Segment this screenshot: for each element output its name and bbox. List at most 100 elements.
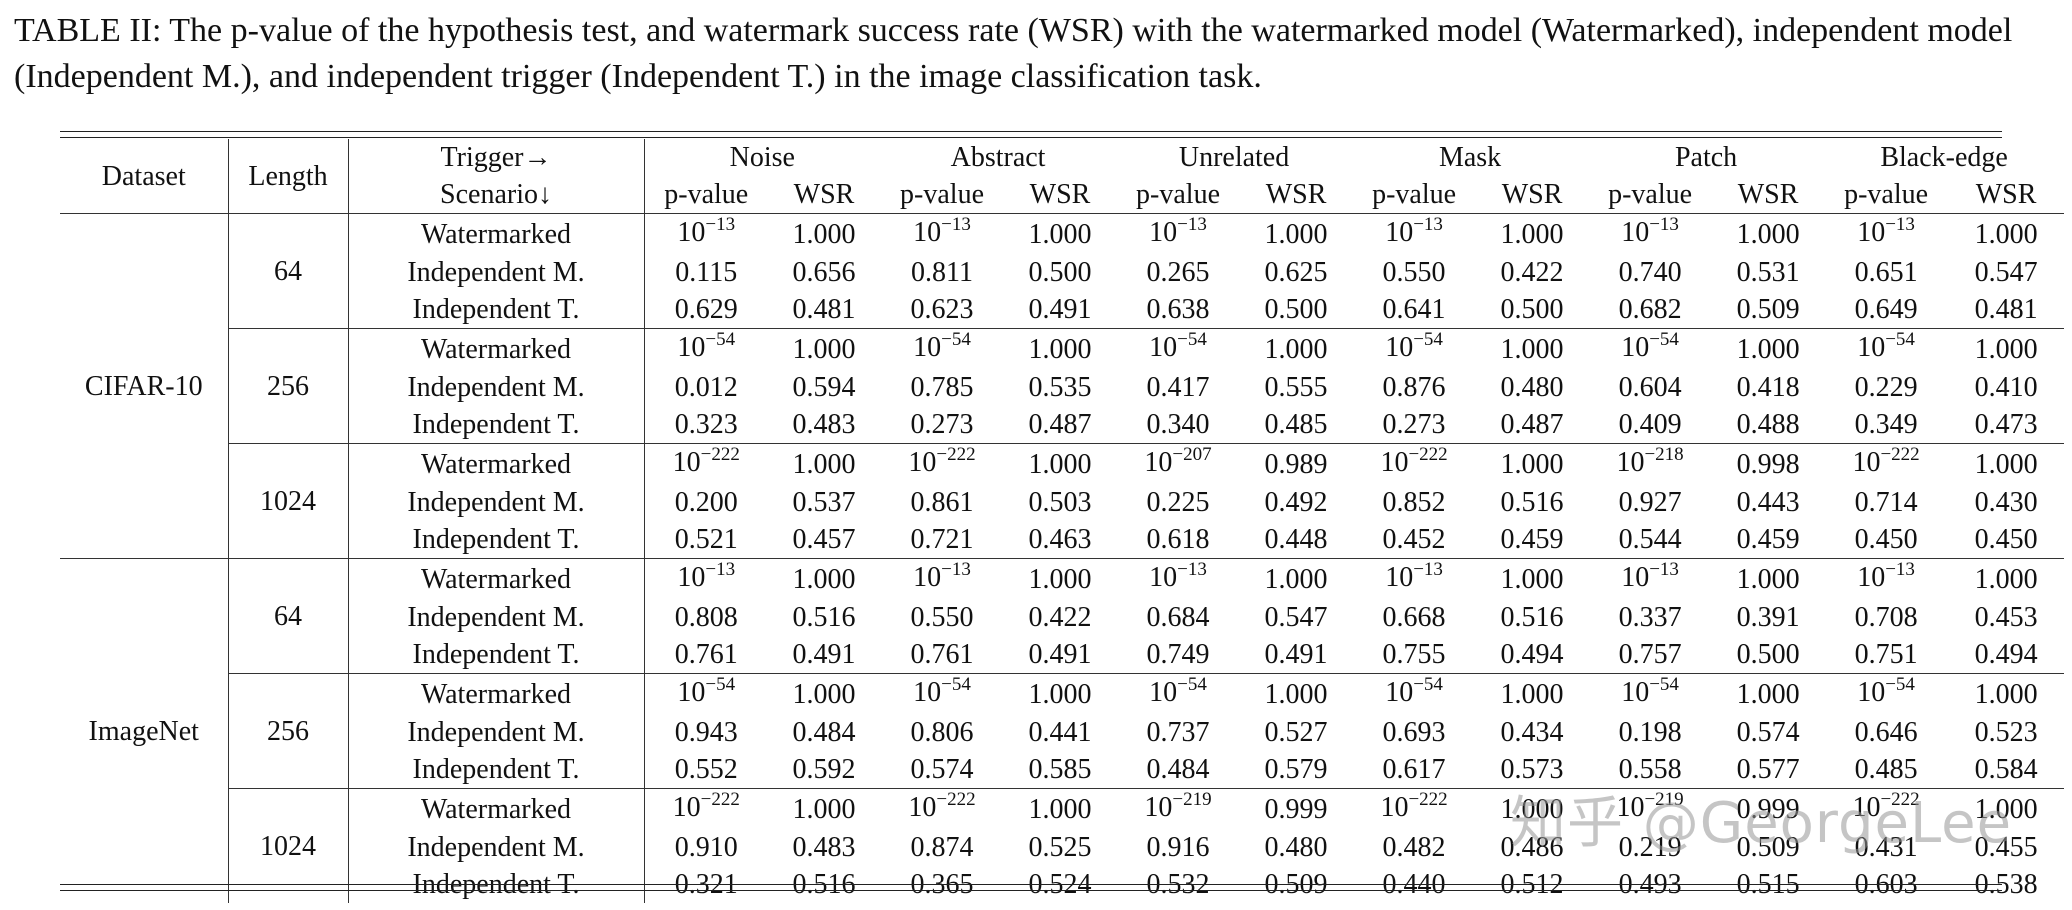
- wsr-cell: 1.000: [1948, 558, 2065, 599]
- length-cell: 64: [228, 213, 349, 329]
- pvalue-cell: 0.740: [1588, 254, 1712, 291]
- wsr-cell: 0.459: [1736, 524, 1800, 555]
- wsr-cell: 0.547: [1264, 602, 1328, 633]
- pvalue-exponent: −54: [941, 329, 971, 350]
- wsr-cell: 0.453: [1974, 602, 2038, 633]
- pvalue-text: 10: [1380, 447, 1409, 478]
- pvalue-exponent: −54: [1177, 674, 1207, 695]
- pvalue-text: 0.761: [910, 639, 974, 670]
- pvalue-text: 0.874: [910, 832, 974, 863]
- pvalue-cell: 0.861: [880, 484, 1004, 521]
- pvalue-text: 0.452: [1382, 524, 1446, 555]
- pvalue-text: 0.808: [674, 602, 738, 633]
- pvalue-cell: 0.927: [1588, 484, 1712, 521]
- wsr-cell: 0.574: [1736, 717, 1800, 748]
- pvalue-exponent: −54: [1413, 674, 1443, 695]
- pvalue-cell: 0.874: [880, 829, 1004, 866]
- pvalue-cell: 0.337: [1588, 599, 1712, 636]
- wsr-cell: 1.000: [1712, 213, 1825, 254]
- wsr-cell: 0.577: [1736, 754, 1800, 785]
- pvalue-text: 0.323: [674, 409, 738, 440]
- pvalue-exponent: −13: [1649, 214, 1679, 235]
- wsr-cell: 0.450: [1974, 524, 2038, 555]
- wsr-header: WSR: [1029, 179, 1091, 210]
- pvalue-text: 0.751: [1854, 639, 1918, 670]
- pvalue-cell: 10−222: [1824, 443, 1949, 484]
- wsr-cell: 1.000: [1476, 558, 1589, 599]
- pvalue-cell: 10−222: [1352, 443, 1477, 484]
- pvalue-text: 10: [677, 332, 706, 363]
- table-row: 1024 Watermarked 10−222 1.000 10−222 1.000 10−…: [60, 788, 2065, 903]
- pvalue-exponent: −54: [1885, 674, 1915, 695]
- pvalue-exponent: −54: [941, 674, 971, 695]
- pvalue-header: p-value: [1136, 179, 1221, 210]
- pvalue-text: 10: [672, 447, 701, 478]
- wsr-cell: 1.000: [1476, 328, 1589, 369]
- wsr-cell: 0.422: [1028, 602, 1092, 633]
- pvalue-cell: 10−54: [1588, 328, 1713, 369]
- pvalue-cell: 10−13: [1352, 558, 1477, 599]
- wsr-cell: 0.516: [792, 602, 856, 633]
- pvalue-cell: 0.417: [1116, 369, 1240, 406]
- pvalue-text: 0.484: [1146, 754, 1210, 785]
- table-row: Independent M. 0.012 0.594 0.785 0.535 0.417 0…: [60, 369, 2064, 406]
- pvalue-cell: 0.617: [1352, 751, 1476, 789]
- wsr-cell: 0.584: [1974, 754, 2038, 785]
- pvalue-text: 0.482: [1382, 832, 1446, 863]
- pvalue-cell: 10−222: [644, 788, 768, 829]
- wsr-cell: 1.000: [1712, 673, 1825, 714]
- wsr-cell: 1.000: [1004, 558, 1117, 599]
- pvalue-exponent: −13: [941, 559, 971, 580]
- wsr-cell: 0.585: [1028, 754, 1092, 785]
- pvalue-text: 0.684: [1146, 602, 1210, 633]
- wsr-cell: 0.487: [1028, 409, 1092, 440]
- wsr-cell: 1.000: [768, 328, 881, 369]
- pvalue-header: p-value: [1844, 179, 1929, 210]
- scenario-cell: Independent M.: [348, 254, 645, 291]
- pvalue-text: 0.629: [674, 294, 738, 325]
- pvalue-cell: 0.431: [1824, 829, 1948, 866]
- pvalue-cell: 0.115: [644, 254, 768, 291]
- pvalue-text: 10: [908, 447, 937, 478]
- pvalue-cell: 0.225: [1116, 484, 1240, 521]
- pvalue-exponent: −54: [1649, 329, 1679, 350]
- pvalue-header: p-value: [1372, 179, 1457, 210]
- trigger-name-unrelated: Unrelated: [1178, 142, 1290, 173]
- pvalue-exponent: −54: [705, 674, 736, 695]
- pvalue-text: 10: [1385, 332, 1414, 363]
- pvalue-cell: 0.876: [1352, 369, 1476, 406]
- pvalue-text: 0.219: [1618, 832, 1682, 863]
- pvalue-text: 0.646: [1854, 717, 1918, 748]
- pvalue-text: 10: [913, 332, 942, 363]
- pvalue-cell: 0.708: [1824, 599, 1948, 636]
- pvalue-text: 0.485: [1854, 754, 1918, 785]
- pvalue-text: 0.558: [1618, 754, 1682, 785]
- pvalue-cell: 0.340: [1116, 406, 1240, 444]
- wsr-cell: 0.463: [1028, 524, 1092, 555]
- pvalue-text: 10: [1857, 562, 1886, 593]
- pvalue-text: 0.641: [1382, 294, 1446, 325]
- wsr-header: WSR: [1975, 179, 2037, 210]
- pvalue-text: 10: [1621, 562, 1650, 593]
- pvalue-text: 0.714: [1854, 487, 1918, 518]
- trigger-name-black-edge: Black-edge: [1880, 142, 2008, 173]
- wsr-cell: 0.484: [792, 717, 856, 748]
- dataset-cell: CIFAR-10: [60, 213, 229, 559]
- wsr-cell: 0.999: [1712, 788, 1825, 829]
- wsr-cell: 0.999: [1240, 788, 1353, 829]
- pvalue-text: 0.115: [675, 257, 738, 288]
- wsr-cell: 0.422: [1500, 257, 1564, 288]
- top-double-rule: [60, 131, 2002, 138]
- pvalue-cell: 10−54: [1352, 673, 1477, 714]
- pvalue-cell: 0.761: [880, 636, 1004, 674]
- pvalue-cell: 0.012: [644, 369, 768, 406]
- scenario-cell: Independent M.: [348, 599, 645, 636]
- pvalue-cell: 0.721: [880, 521, 1004, 559]
- wsr-cell: 0.500: [1500, 294, 1564, 325]
- wsr-cell: 1.000: [1004, 328, 1117, 369]
- pvalue-cell: 0.604: [1588, 369, 1712, 406]
- pvalue-text: 10: [1621, 217, 1650, 248]
- wsr-cell: 0.443: [1736, 487, 1800, 518]
- table-row: 256 Watermarked 10−54 1.000 10−54 1.000 10−54 1…: [60, 673, 2065, 789]
- pvalue-cell: 10−54: [1116, 328, 1241, 369]
